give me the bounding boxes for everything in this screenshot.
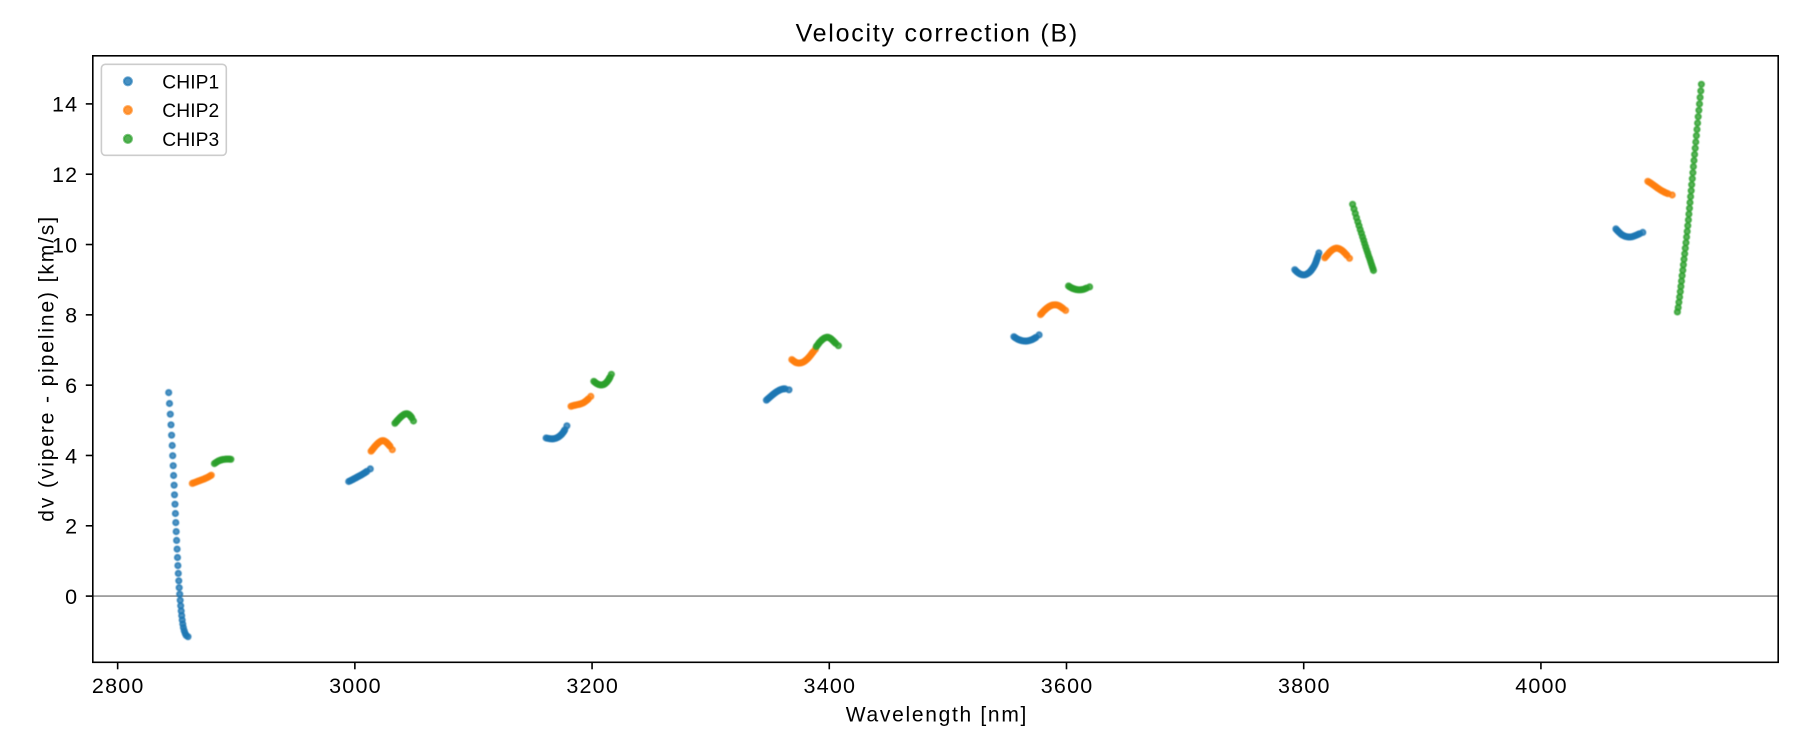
svg-text:3400: 3400: [804, 674, 857, 698]
svg-text:4: 4: [65, 444, 78, 468]
svg-text:3800: 3800: [1278, 674, 1331, 698]
svg-text:4000: 4000: [1515, 674, 1568, 698]
svg-text:2800: 2800: [92, 674, 145, 698]
svg-text:3600: 3600: [1041, 674, 1094, 698]
svg-text:dv (vipere - pipeline) [km/s]: dv (vipere - pipeline) [km/s]: [36, 215, 59, 522]
svg-text:6: 6: [65, 374, 78, 398]
svg-text:3200: 3200: [566, 674, 619, 698]
svg-text:Velocity correction (B): Velocity correction (B): [796, 20, 1079, 48]
svg-text:14: 14: [52, 93, 78, 117]
svg-text:CHIP3: CHIP3: [162, 130, 219, 151]
svg-text:10: 10: [52, 233, 78, 257]
svg-text:8: 8: [65, 304, 78, 328]
svg-text:CHIP1: CHIP1: [162, 72, 219, 93]
svg-text:3000: 3000: [329, 674, 382, 698]
svg-text:2: 2: [65, 515, 78, 539]
svg-text:0: 0: [65, 585, 78, 609]
svg-text:12: 12: [52, 163, 78, 187]
svg-text:Wavelength [nm]: Wavelength [nm]: [846, 704, 1028, 727]
svg-text:CHIP2: CHIP2: [162, 101, 219, 122]
